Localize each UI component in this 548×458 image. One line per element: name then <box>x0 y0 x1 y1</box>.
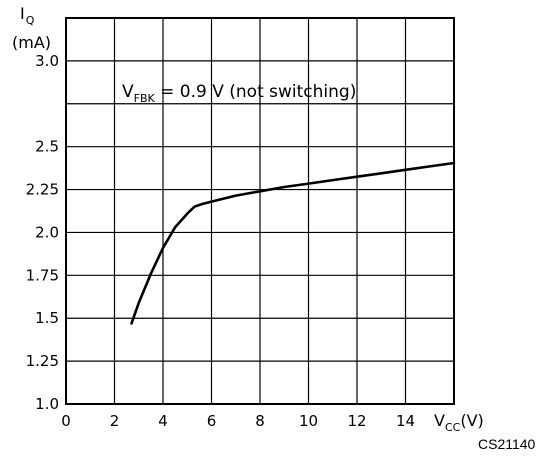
series-line <box>130 161 456 325</box>
y-tick-label: 1.75 <box>26 266 59 284</box>
x-tick-label: 0 <box>61 412 71 430</box>
y-tick-label: 1.5 <box>35 309 59 327</box>
y-tick-label: 1.25 <box>26 352 59 370</box>
x-tick-label: 14 <box>396 412 415 430</box>
y-tick-label: 3.0 <box>35 52 59 70</box>
x-tick-label: 12 <box>347 412 366 430</box>
x-tick-label: 8 <box>255 412 265 430</box>
y-axis-unit: (mA) <box>12 33 51 52</box>
y-tick-label: 2.25 <box>26 181 59 199</box>
x-tick-label: 4 <box>158 412 168 430</box>
y-tick-label: 2.0 <box>35 223 59 241</box>
x-tick-label: 6 <box>207 412 217 430</box>
y-tick-label: 2.5 <box>35 138 59 156</box>
y-axis-label: IQ <box>20 4 35 27</box>
plot-frame <box>65 17 455 405</box>
y-tick-label: 1.0 <box>35 395 59 413</box>
annotation: VFBK = 0.9 V (not switching) <box>122 82 356 105</box>
x-tick-label: 10 <box>299 412 318 430</box>
figure-id: CS21140 <box>478 436 536 452</box>
series-group <box>130 161 456 325</box>
grid <box>65 17 455 405</box>
x-tick-labels: 0 2 4 6 8 10 12 14 <box>61 412 415 430</box>
x-tick-label: 2 <box>110 412 120 430</box>
y-tick-labels: 1.0 1.25 1.5 1.75 2.0 2.25 2.5 3.0 <box>26 52 59 413</box>
plot-frame-group <box>65 17 455 405</box>
x-axis-label: VCC(V) <box>434 411 484 434</box>
